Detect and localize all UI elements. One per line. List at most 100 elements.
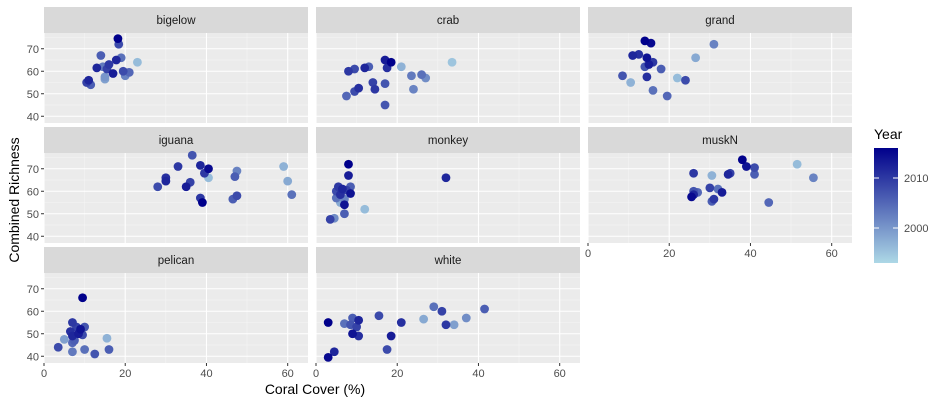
data-point xyxy=(354,83,364,93)
data-point xyxy=(764,198,774,207)
data-point xyxy=(437,306,447,316)
data-point xyxy=(750,163,759,173)
data-point xyxy=(709,194,719,204)
data-point xyxy=(59,334,69,344)
data-point xyxy=(344,66,353,76)
data-point xyxy=(329,347,339,357)
data-point xyxy=(325,214,335,224)
y-tick-label: 70 xyxy=(27,44,39,56)
data-point xyxy=(340,200,349,210)
data-point xyxy=(181,182,191,192)
facet-strip xyxy=(44,247,308,273)
legend-tick-label: 2000 xyxy=(904,223,928,235)
facet-panel-grand: grand xyxy=(587,7,852,123)
x-tick-label: 0 xyxy=(313,368,319,380)
panel-background xyxy=(316,153,580,243)
data-point xyxy=(737,155,747,165)
data-point xyxy=(344,171,353,180)
x-tick-label: 20 xyxy=(119,368,131,380)
data-point xyxy=(717,187,727,197)
data-point xyxy=(386,331,396,341)
facet-panel-iguana: iguana 40 50 60 70 xyxy=(27,127,308,243)
data-point xyxy=(642,72,652,82)
data-point xyxy=(618,71,627,81)
data-point xyxy=(360,63,370,73)
data-point xyxy=(792,159,802,169)
data-point xyxy=(113,34,123,44)
facet-panels: bigelow 40 50 60 70 crab grand iguana 40 50 60 70 mo… xyxy=(27,7,852,380)
data-point xyxy=(198,198,207,207)
data-point xyxy=(386,57,396,67)
data-point xyxy=(230,172,240,182)
data-point xyxy=(279,162,289,171)
data-point xyxy=(689,168,698,178)
data-point xyxy=(204,164,213,174)
data-point xyxy=(187,150,197,160)
data-point xyxy=(348,329,357,339)
data-point xyxy=(90,349,100,359)
y-tick-label: 60 xyxy=(27,306,39,318)
facet-panel-bigelow: bigelow 40 50 60 70 xyxy=(27,7,308,123)
facet-strip xyxy=(316,127,580,153)
data-point xyxy=(380,79,390,89)
facet-panel-muskN: muskN 0 20 40 60 xyxy=(585,127,852,260)
x-tick-label: 60 xyxy=(554,368,566,380)
data-point xyxy=(287,190,297,200)
y-tick-label: 40 xyxy=(27,111,39,123)
data-point xyxy=(417,70,426,80)
legend-title: Year xyxy=(874,126,903,142)
data-point xyxy=(628,51,638,60)
facet-strip xyxy=(44,127,308,153)
data-point xyxy=(346,189,355,198)
data-point xyxy=(338,184,347,194)
data-point xyxy=(672,73,682,83)
facet-panel-monkey: monkey xyxy=(315,127,580,243)
facet-strip-label: monkey xyxy=(428,135,469,147)
y-tick-label: 40 xyxy=(27,351,39,363)
data-point xyxy=(53,342,63,352)
x-tick-label: 40 xyxy=(744,248,756,260)
panel-background xyxy=(588,33,852,123)
data-point xyxy=(705,183,715,193)
x-tick-label: 40 xyxy=(200,368,212,380)
data-point xyxy=(382,345,392,354)
x-axis-title: Coral Cover (%) xyxy=(265,381,365,397)
data-point xyxy=(370,84,380,94)
data-point xyxy=(108,69,118,78)
data-point xyxy=(707,171,717,180)
data-point xyxy=(68,318,77,327)
data-point xyxy=(449,320,459,330)
data-point xyxy=(640,36,650,46)
data-point xyxy=(626,78,636,87)
y-tick-label: 60 xyxy=(27,66,39,78)
facet-strip xyxy=(588,7,852,33)
x-tick-label: 20 xyxy=(663,248,675,260)
facet-strip-label: pelican xyxy=(158,255,194,267)
data-point xyxy=(681,75,690,85)
facet-strip xyxy=(316,247,580,273)
data-point xyxy=(195,160,205,170)
data-point xyxy=(709,39,719,49)
data-point xyxy=(173,162,183,171)
facet-strip-label: white xyxy=(434,255,462,267)
y-tick-label: 40 xyxy=(27,231,39,243)
x-tick-label: 40 xyxy=(472,368,484,380)
data-point xyxy=(283,176,293,186)
facet-strip-label: crab xyxy=(437,15,459,27)
y-axis-title: Combined Richness xyxy=(6,137,22,262)
data-point xyxy=(323,352,333,362)
data-point xyxy=(133,57,142,67)
y-tick-label: 60 xyxy=(27,186,39,198)
facet-strip xyxy=(44,7,308,33)
data-point xyxy=(78,293,87,303)
data-point xyxy=(111,55,121,65)
data-point xyxy=(153,182,163,192)
x-tick-label: 60 xyxy=(282,368,294,380)
y-tick-label: 50 xyxy=(27,329,39,341)
x-tick-label: 20 xyxy=(391,368,403,380)
facet-strip xyxy=(588,127,852,153)
facet-strip-label: bigelow xyxy=(157,15,197,27)
data-point xyxy=(354,315,364,325)
y-tick-label: 70 xyxy=(27,164,39,176)
